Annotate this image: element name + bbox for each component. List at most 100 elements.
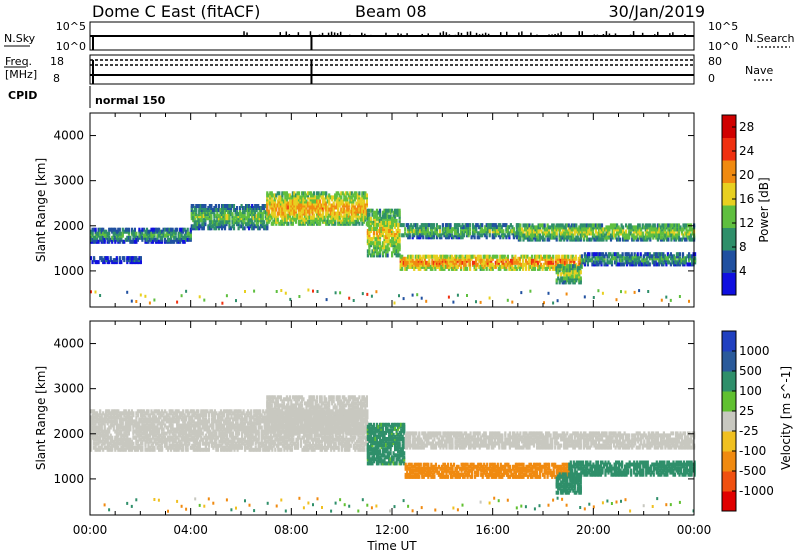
power-cell	[207, 216, 210, 221]
velocity-cell	[109, 435, 112, 440]
power-cell	[520, 254, 523, 259]
power-cell	[391, 251, 394, 256]
power-cell	[246, 210, 249, 215]
power-cell	[302, 199, 305, 204]
power-cell	[681, 262, 685, 267]
power-cell	[547, 256, 550, 261]
power-clutter-cell	[466, 294, 468, 297]
velocity-cell	[176, 427, 179, 432]
power-cell	[659, 260, 662, 265]
power-cell	[377, 222, 380, 227]
velocity-cell	[108, 419, 111, 424]
power-cell	[385, 208, 388, 213]
power-cell	[419, 256, 422, 261]
power-cell	[656, 229, 659, 234]
power-cell	[435, 256, 438, 261]
velocity-cell	[168, 415, 171, 420]
velocity-cell	[171, 415, 174, 420]
power-cell	[325, 201, 328, 206]
power-cell	[305, 213, 308, 218]
power-cell	[475, 256, 478, 261]
power-cell	[281, 207, 284, 212]
power-cell	[278, 221, 281, 226]
power-cell	[669, 252, 672, 257]
power-cell	[417, 227, 420, 232]
power-cell	[243, 206, 246, 210]
power-clutter-cell	[411, 293, 414, 297]
power-cell	[630, 252, 633, 257]
power-cell	[668, 233, 671, 238]
power-cell	[469, 266, 472, 271]
power-cell	[552, 231, 555, 236]
power-cell	[260, 216, 263, 221]
power-cell	[649, 227, 652, 232]
power-cell	[426, 254, 429, 259]
power-cell	[317, 191, 320, 196]
power-cell	[640, 227, 643, 232]
velocity-cell	[209, 423, 212, 428]
power-cell	[438, 266, 441, 271]
power-cell	[517, 223, 520, 228]
power-cell	[500, 264, 503, 269]
velocity-cell	[144, 427, 147, 432]
velocity-cell	[148, 445, 152, 450]
power-cell	[121, 256, 124, 261]
velocity-cell	[102, 429, 105, 434]
power-cell	[511, 229, 514, 234]
velocity-cell	[139, 425, 142, 430]
power-cell	[248, 218, 251, 223]
power-cell	[529, 264, 532, 269]
power-cell	[118, 227, 121, 232]
power-cell	[519, 227, 522, 232]
velocity-cell	[197, 443, 200, 448]
power-cell	[411, 254, 414, 259]
power-cell	[579, 223, 582, 228]
power-colorbar-tick-label: 16	[739, 192, 754, 206]
power-cell	[420, 264, 423, 269]
power-cell	[653, 229, 656, 234]
power-cell	[219, 210, 222, 215]
power-cell	[493, 225, 496, 230]
power-cell	[201, 218, 204, 223]
power-cell	[542, 231, 545, 236]
power-cell	[329, 209, 332, 214]
power-cell	[337, 219, 340, 224]
power-cell	[246, 216, 249, 221]
power-cell	[440, 260, 443, 265]
power-cell	[592, 254, 595, 259]
power-cell	[686, 254, 689, 259]
power-cell	[338, 215, 341, 220]
power-colorbar-tick-label: 8	[739, 240, 747, 254]
velocity-cell	[186, 409, 189, 414]
power-cell	[431, 258, 434, 263]
velocity-cell	[195, 421, 198, 426]
power-cell	[657, 258, 660, 263]
power-cell	[602, 229, 605, 234]
power-cell	[358, 207, 361, 212]
power-cell	[297, 205, 301, 210]
velocity-cell	[94, 441, 97, 446]
velocity-cell	[123, 431, 126, 436]
power-cell	[541, 264, 544, 269]
power-cell	[563, 225, 566, 230]
power-cell	[583, 254, 586, 259]
velocity-cell	[177, 427, 180, 432]
power-cell	[294, 199, 298, 204]
velocity-cell	[165, 437, 168, 442]
velocity-cell	[118, 437, 121, 442]
power-cell	[266, 219, 269, 224]
power-cell	[579, 233, 582, 238]
power-cell	[232, 204, 236, 208]
power-cell	[446, 256, 449, 261]
power-cell	[617, 254, 620, 259]
power-cell	[251, 210, 254, 215]
power-cell	[355, 213, 358, 218]
velocity-cell	[198, 443, 201, 448]
velocity-cell	[191, 415, 194, 420]
velocity-cell	[195, 429, 198, 434]
power-cell	[383, 243, 386, 248]
velocity-cell	[105, 429, 108, 434]
power-cell	[132, 229, 135, 234]
power-cell	[343, 197, 346, 202]
velocity-cell	[188, 437, 191, 442]
